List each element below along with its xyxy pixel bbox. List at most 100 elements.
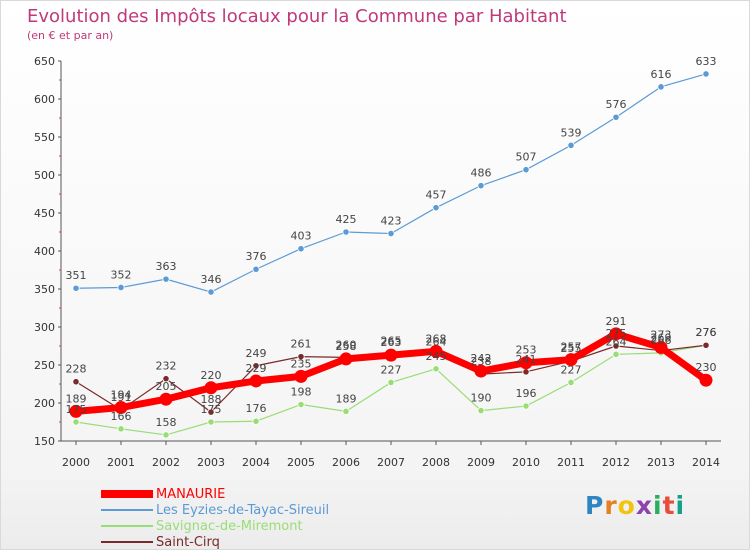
data-point <box>654 341 668 355</box>
data-label: 269 <box>651 332 672 345</box>
data-label: 352 <box>111 268 132 281</box>
x-tick-label: 2000 <box>62 456 90 469</box>
legend-label: Saint-Cirq <box>156 534 220 550</box>
x-tick-label: 2009 <box>467 456 495 469</box>
logo-letter: o <box>617 491 636 520</box>
y-tick-label: 550 <box>34 131 55 144</box>
data-point <box>207 418 215 426</box>
y-tick-label: 350 <box>34 283 55 296</box>
data-point <box>477 406 485 415</box>
data-label: 238 <box>471 355 492 368</box>
data-point <box>207 408 215 416</box>
data-point <box>387 229 395 238</box>
legend-swatch <box>101 525 153 527</box>
data-label: 158 <box>156 416 177 429</box>
data-point <box>294 369 308 383</box>
x-tick-label: 2012 <box>602 456 630 469</box>
x-tick-label: 2013 <box>647 456 675 469</box>
data-point <box>114 401 128 415</box>
data-label: 633 <box>696 55 717 68</box>
data-point <box>72 378 80 386</box>
data-point <box>522 368 530 376</box>
data-label: 261 <box>291 338 312 351</box>
proxiti-logo: Proxiti <box>585 491 685 520</box>
data-label: 260 <box>336 338 357 351</box>
y-tick-label: 250 <box>34 359 55 372</box>
data-point <box>702 70 710 78</box>
data-point <box>117 425 125 433</box>
legend-item: Savignac-de-Miremont <box>101 518 329 534</box>
data-label: 266 <box>651 334 672 347</box>
logo-letter: P <box>585 491 605 520</box>
y-tick-label: 500 <box>34 169 55 182</box>
legend-label: Les Eyzies-de-Tayac-Sireuil <box>156 502 330 518</box>
chart-subtitle: (en € et par an) <box>27 29 114 42</box>
data-label: 191 <box>111 391 132 404</box>
data-label: 241 <box>516 353 537 366</box>
data-label: 576 <box>606 98 627 111</box>
data-point <box>567 378 575 387</box>
data-label: 189 <box>66 392 87 405</box>
data-point <box>117 283 125 292</box>
x-tick-label: 2004 <box>242 456 270 469</box>
data-label: 205 <box>156 380 177 393</box>
data-point <box>252 265 260 273</box>
data-label: 227 <box>561 363 582 376</box>
data-label: 616 <box>651 68 672 81</box>
y-tick-label: 150 <box>34 435 55 448</box>
data-label: 263 <box>381 336 402 349</box>
x-tick-label: 2002 <box>152 456 180 469</box>
data-point <box>474 364 488 378</box>
data-point <box>477 182 485 190</box>
data-label: 268 <box>426 332 447 345</box>
data-label: 539 <box>561 126 582 139</box>
data-label: 189 <box>336 392 357 405</box>
data-label: 255 <box>561 342 582 355</box>
data-point <box>699 373 713 387</box>
data-label: 175 <box>201 403 222 416</box>
legend-label: MANAURIE <box>156 486 226 502</box>
data-label: 275 <box>606 327 627 340</box>
data-label: 194 <box>111 389 132 402</box>
data-label: 425 <box>336 213 357 226</box>
logo-letter: i <box>675 491 686 520</box>
data-point <box>342 407 350 415</box>
chart-title: Evolution des Impôts locaux pour la Comm… <box>27 6 567 27</box>
data-label: 423 <box>381 215 402 228</box>
x-tick-label: 2007 <box>377 456 405 469</box>
data-point <box>432 365 440 373</box>
data-point <box>297 400 305 409</box>
data-point <box>342 228 350 236</box>
data-point <box>297 353 305 361</box>
y-tick-label: 300 <box>34 321 55 334</box>
legend-swatch <box>101 490 153 498</box>
legend-item: MANAURIE <box>101 486 329 502</box>
data-point <box>207 288 215 296</box>
data-point <box>72 418 80 426</box>
data-point <box>159 392 173 406</box>
legend-item: Saint-Cirq <box>101 534 329 550</box>
x-tick-label: 2001 <box>107 456 135 469</box>
logo-letter: i <box>653 491 663 520</box>
data-label: 196 <box>516 387 537 400</box>
data-label: 242 <box>471 352 492 365</box>
x-tick-label: 2008 <box>422 456 450 469</box>
data-point <box>387 378 395 387</box>
data-label: 190 <box>471 392 492 405</box>
data-label: 227 <box>381 363 402 376</box>
data-label: 176 <box>246 402 267 415</box>
data-point <box>519 356 533 370</box>
x-tick-label: 2014 <box>692 456 720 469</box>
data-label: 166 <box>111 410 132 423</box>
data-label: 457 <box>426 189 447 202</box>
y-tick-label: 650 <box>34 55 55 68</box>
chart-legend: MANAURIE Les Eyzies-de-Tayac-Sireuil Savig… <box>101 486 330 550</box>
data-point <box>72 284 80 292</box>
data-label: 486 <box>471 167 492 180</box>
data-point <box>609 327 623 341</box>
data-point <box>564 353 578 367</box>
y-tick-label: 450 <box>34 207 55 220</box>
data-label: 257 <box>561 341 582 354</box>
